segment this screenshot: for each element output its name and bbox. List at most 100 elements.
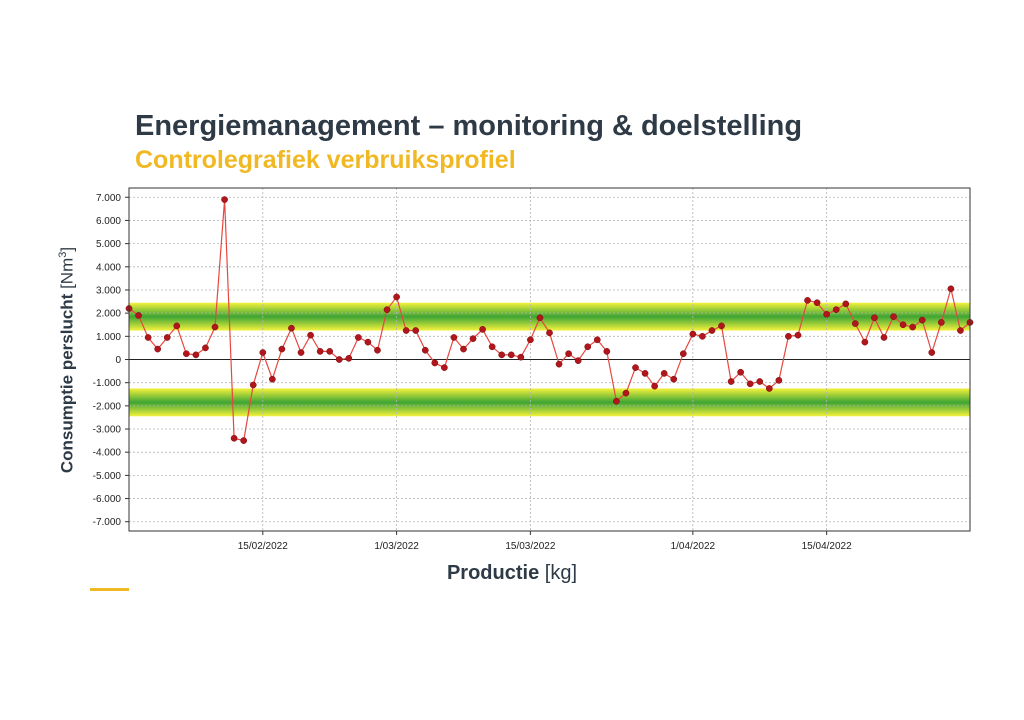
control-band-2 [129,388,970,417]
data-point [794,331,802,339]
y-tick-label: 5.000 [96,239,121,250]
data-point [651,382,658,390]
data-point [546,329,553,337]
data-point [584,343,592,351]
data-point [746,380,754,388]
data-point [804,297,811,304]
y-tick-label: -4.000 [93,448,122,459]
data-point [163,334,171,341]
data-point [173,322,181,330]
x-tick-label: 1/04/2022 [671,541,716,552]
data-point [670,375,678,383]
data-point [527,336,534,344]
y-tick-label: 4.000 [96,262,121,273]
data-point [288,324,295,332]
data-point [861,338,869,346]
accent-line [90,588,129,591]
data-point [469,335,477,342]
y-axis-label-text: Consumptie perslucht [57,293,77,474]
y-tick-label: -5.000 [93,471,122,482]
data-point [699,332,706,340]
control-band-1 [129,302,970,331]
data-point [355,334,362,341]
data-point [765,385,773,392]
y-tick-label: 0 [115,355,121,366]
x-axis-label-text: Productie [446,562,540,584]
data-point [832,306,840,314]
y-tick-label: 3.000 [96,285,121,296]
data-point [823,310,830,318]
data-point [622,389,630,397]
data-point [613,397,620,405]
data-point [517,353,525,361]
page-title: Energiemanagement – monitoring & doelste… [135,110,803,142]
y-tick-label: -2.000 [93,401,122,412]
data-point [240,437,248,444]
data-point [460,345,467,353]
data-point [441,364,448,371]
data-point [679,350,687,358]
data-point [450,334,458,341]
data-point [641,370,649,377]
data-point [957,327,964,334]
y-tick-label: 2.000 [96,309,121,320]
data-point [402,327,410,334]
data-point [412,327,420,334]
data-point [536,314,544,322]
data-point [374,346,381,354]
data-point [565,350,572,358]
data-point [813,299,821,307]
data-point [307,331,314,339]
data-point [507,351,515,359]
data-point [144,334,152,341]
data-point [632,364,639,371]
data-point [842,300,850,308]
y-tick-label: -7.000 [93,517,122,528]
data-point [479,326,486,333]
data-point [918,316,926,324]
data-point [708,327,716,334]
data-point [756,378,764,385]
y-axis-label: Consumptie perslucht [Nm3] [57,247,78,473]
data-point [498,351,506,359]
data-point [937,319,945,326]
y-tick-label: 7.000 [96,193,121,204]
data-point [221,196,228,203]
data-point [660,370,668,377]
page-subtitle: Controlegrafiek verbruiksprofiel [135,146,516,174]
data-point [383,306,391,314]
data-point [345,354,353,362]
data-point [555,360,563,368]
y-tick-label: -6.000 [93,494,122,505]
data-point [431,359,439,367]
data-point [899,321,907,329]
x-tick-label: 1/03/2022 [374,541,419,552]
data-point [851,320,859,327]
x-axis-unit: [kg] [544,562,578,584]
data-point [335,356,343,363]
y-tick-label: 6.000 [96,216,121,227]
data-point [909,323,917,331]
data-point [269,375,276,383]
data-point [928,349,936,356]
data-point [364,338,372,346]
data-point [230,434,238,442]
x-tick-label: 15/02/2022 [238,541,288,552]
data-point [718,322,725,330]
y-tick-label: 1.000 [96,332,121,343]
x-tick-label: 15/04/2022 [802,541,852,552]
data-point [259,349,267,356]
data-point [135,312,142,319]
y-axis-unit: [Nm3] [56,246,77,289]
data-point [278,345,286,353]
data-point [890,313,897,320]
data-point [775,377,783,384]
data-point [593,336,601,344]
y-tick-label: -1.000 [93,378,122,389]
x-axis-label: Productie [kg] [0,562,1024,585]
data-point [182,350,190,358]
data-point [727,378,735,385]
data-point [488,343,496,351]
data-point [316,348,324,355]
